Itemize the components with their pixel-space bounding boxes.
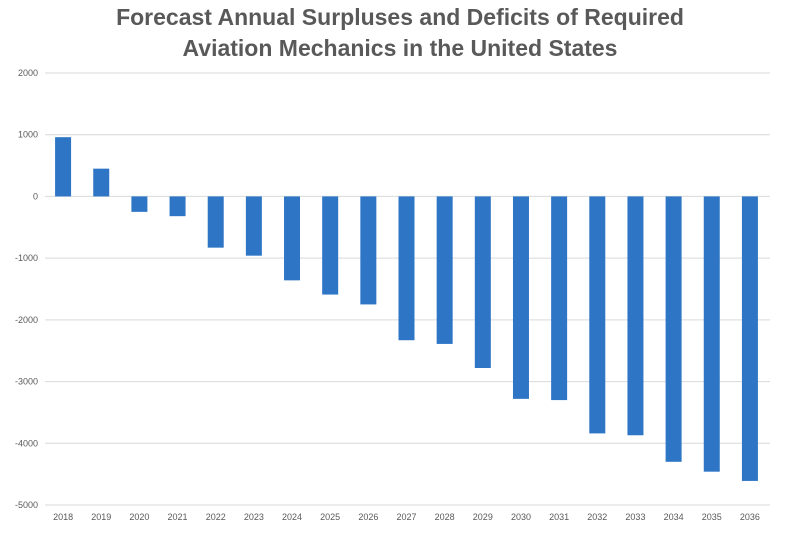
bar-2033 xyxy=(627,196,644,436)
x-tick-label: 2019 xyxy=(91,512,111,522)
y-tick-label: 1000 xyxy=(18,130,38,140)
x-tick-label: 2033 xyxy=(625,512,645,522)
x-tick-label: 2035 xyxy=(702,512,722,522)
bar-2026 xyxy=(360,196,377,305)
y-axis-ticks: 2000 1000 0 -1000 -2000 -3000 -4000 -5000 xyxy=(15,68,38,510)
bar-2027 xyxy=(398,196,415,341)
y-tick-label: -2000 xyxy=(15,315,38,325)
bar-2025 xyxy=(322,196,339,295)
bar-2028 xyxy=(436,196,453,344)
bars xyxy=(55,137,758,481)
x-tick-label: 2018 xyxy=(53,512,73,522)
chart-title: Forecast Annual Surpluses and Deficits o… xyxy=(0,2,800,64)
x-tick-label: 2020 xyxy=(129,512,149,522)
y-tick-label: -4000 xyxy=(15,438,38,448)
bar-2034 xyxy=(665,196,682,462)
x-tick-label: 2021 xyxy=(168,512,188,522)
x-tick-label: 2027 xyxy=(396,512,416,522)
x-tick-label: 2025 xyxy=(320,512,340,522)
y-tick-label: -5000 xyxy=(15,500,38,510)
x-tick-label: 2029 xyxy=(473,512,493,522)
x-tick-label: 2031 xyxy=(549,512,569,522)
x-tick-label: 2024 xyxy=(282,512,302,522)
bar-2031 xyxy=(551,196,568,401)
bar-2019 xyxy=(93,168,110,197)
bar-2035 xyxy=(703,196,720,472)
chart-title-line-2: Aviation Mechanics in the United States xyxy=(182,35,618,61)
y-tick-label: -3000 xyxy=(15,377,38,387)
bar-2032 xyxy=(589,196,606,434)
x-tick-label: 2036 xyxy=(740,512,760,522)
x-tick-label: 2026 xyxy=(358,512,378,522)
bar-2036 xyxy=(741,196,758,481)
x-tick-label: 2023 xyxy=(244,512,264,522)
bar-2021 xyxy=(169,196,186,217)
y-tick-label: 2000 xyxy=(18,68,38,78)
bar-2024 xyxy=(284,196,301,281)
x-tick-label: 2032 xyxy=(587,512,607,522)
chart-title-line-1: Forecast Annual Surpluses and Deficits o… xyxy=(116,4,684,30)
y-tick-label: -1000 xyxy=(15,253,38,263)
y-tick-label: 0 xyxy=(33,191,38,201)
bar-2020 xyxy=(131,196,148,212)
bar-2030 xyxy=(512,196,529,399)
x-tick-label: 2034 xyxy=(664,512,684,522)
bar-2023 xyxy=(245,196,262,256)
bar-2029 xyxy=(474,196,491,368)
bar-2022 xyxy=(207,196,224,248)
x-tick-label: 2022 xyxy=(206,512,226,522)
x-tick-label: 2030 xyxy=(511,512,531,522)
x-axis-ticks: 2018 2019 2020 2021 2022 2023 2024 2025 2026 2027… xyxy=(53,512,760,522)
bar-2018 xyxy=(55,137,72,197)
x-tick-label: 2028 xyxy=(435,512,455,522)
